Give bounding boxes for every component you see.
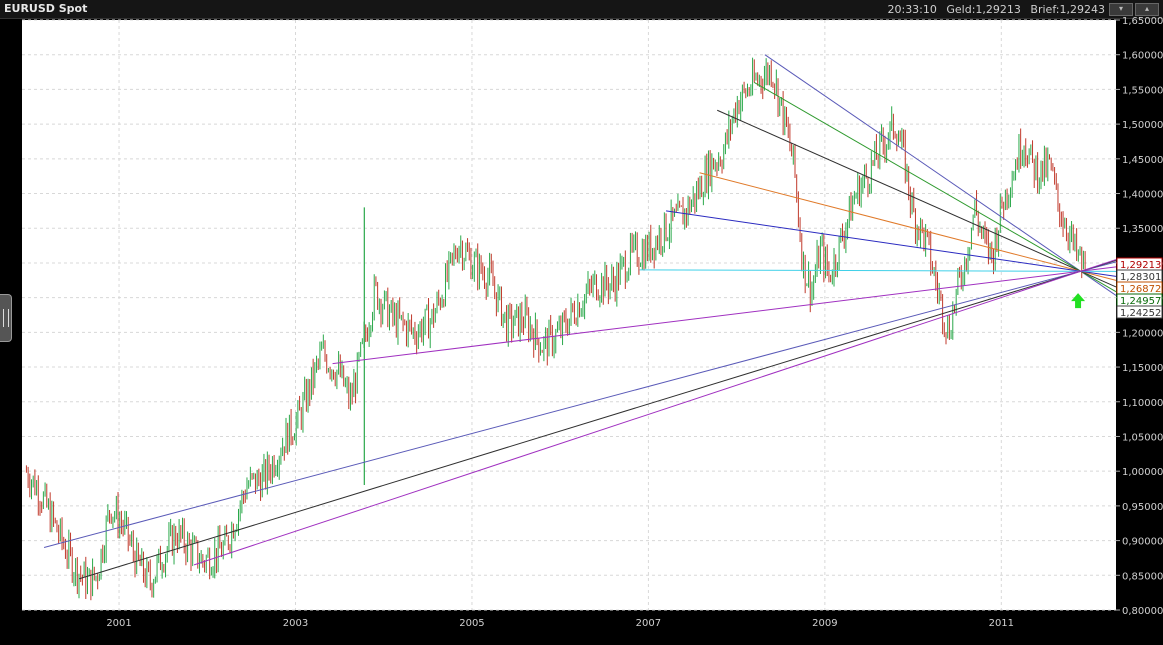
fan-line <box>764 54 1117 296</box>
quote-time: 20:33:10 <box>887 3 937 16</box>
fan-line <box>717 109 1117 288</box>
up-arrow-icon <box>1071 293 1086 309</box>
price-label: 1,24957 <box>1120 296 1161 307</box>
quote-ask: Brief:1,29243 <box>1030 3 1105 16</box>
side-panel-handle[interactable] <box>0 294 12 342</box>
y-tick-label: 1,40000 <box>1122 190 1163 201</box>
fan-line <box>332 266 1117 365</box>
y-tick-label: 1,10000 <box>1122 398 1163 409</box>
fan-line <box>193 259 1117 566</box>
x-tick-label: 2005 <box>459 618 484 629</box>
y-tick-label: 1,50000 <box>1122 120 1163 131</box>
y-tick-label: 1,45000 <box>1122 155 1163 166</box>
x-tick-label: 2007 <box>636 618 661 629</box>
plot-area <box>22 20 1116 610</box>
quote-info: 20:33:10 Geld:1,29213 Brief:1,29243 <box>881 3 1105 16</box>
fan-line <box>43 261 1117 549</box>
price-label-box <box>1116 305 1163 319</box>
x-axis-panel <box>22 610 1116 645</box>
x-tick-label: 2001 <box>106 618 131 629</box>
y-tick-label: 1,35000 <box>1122 224 1163 235</box>
fan-line <box>754 82 1117 293</box>
x-tick-label: 2009 <box>812 618 837 629</box>
chart-title: EURUSD Spot <box>4 2 88 15</box>
x-tick-label: 2011 <box>989 618 1014 629</box>
maximize-button[interactable]: ▴ <box>1135 3 1159 16</box>
x-tick-label: 2003 <box>283 618 308 629</box>
window-controls: ▾ ▴ <box>1109 3 1159 16</box>
y-tick-label: 1,15000 <box>1122 363 1163 374</box>
y-tick-label: 1,65000 <box>1122 16 1163 27</box>
y-tick-label: 1,05000 <box>1122 432 1163 443</box>
chart-title-bar: EURUSD Spot 20:33:10 Geld:1,29213 Brief:… <box>0 0 1163 19</box>
price-label: 1,24252 <box>1120 308 1161 319</box>
y-tick-label: 0,85000 <box>1122 571 1163 582</box>
y-tick-label: 0,80000 <box>1122 606 1163 617</box>
y-tick-label: 1,60000 <box>1122 51 1163 62</box>
fan-line <box>699 172 1117 281</box>
y-tick-label: 0,95000 <box>1122 502 1163 513</box>
y-tick-label: 1,00000 <box>1122 467 1163 478</box>
y-tick-label: 1,20000 <box>1122 328 1163 339</box>
fan-line <box>79 259 1117 580</box>
quote-bid: Geld:1,29213 <box>946 3 1021 16</box>
y-tick-label: 1,55000 <box>1122 85 1163 96</box>
price-label: 1,29213 <box>1120 260 1161 271</box>
fan-line <box>639 269 1117 272</box>
price-label: 1,26872 <box>1120 284 1161 295</box>
restore-button[interactable]: ▾ <box>1109 3 1133 16</box>
fan-line <box>665 210 1117 277</box>
y-tick-label: 0,90000 <box>1122 537 1163 548</box>
price-label: 1,28301 <box>1120 272 1161 283</box>
